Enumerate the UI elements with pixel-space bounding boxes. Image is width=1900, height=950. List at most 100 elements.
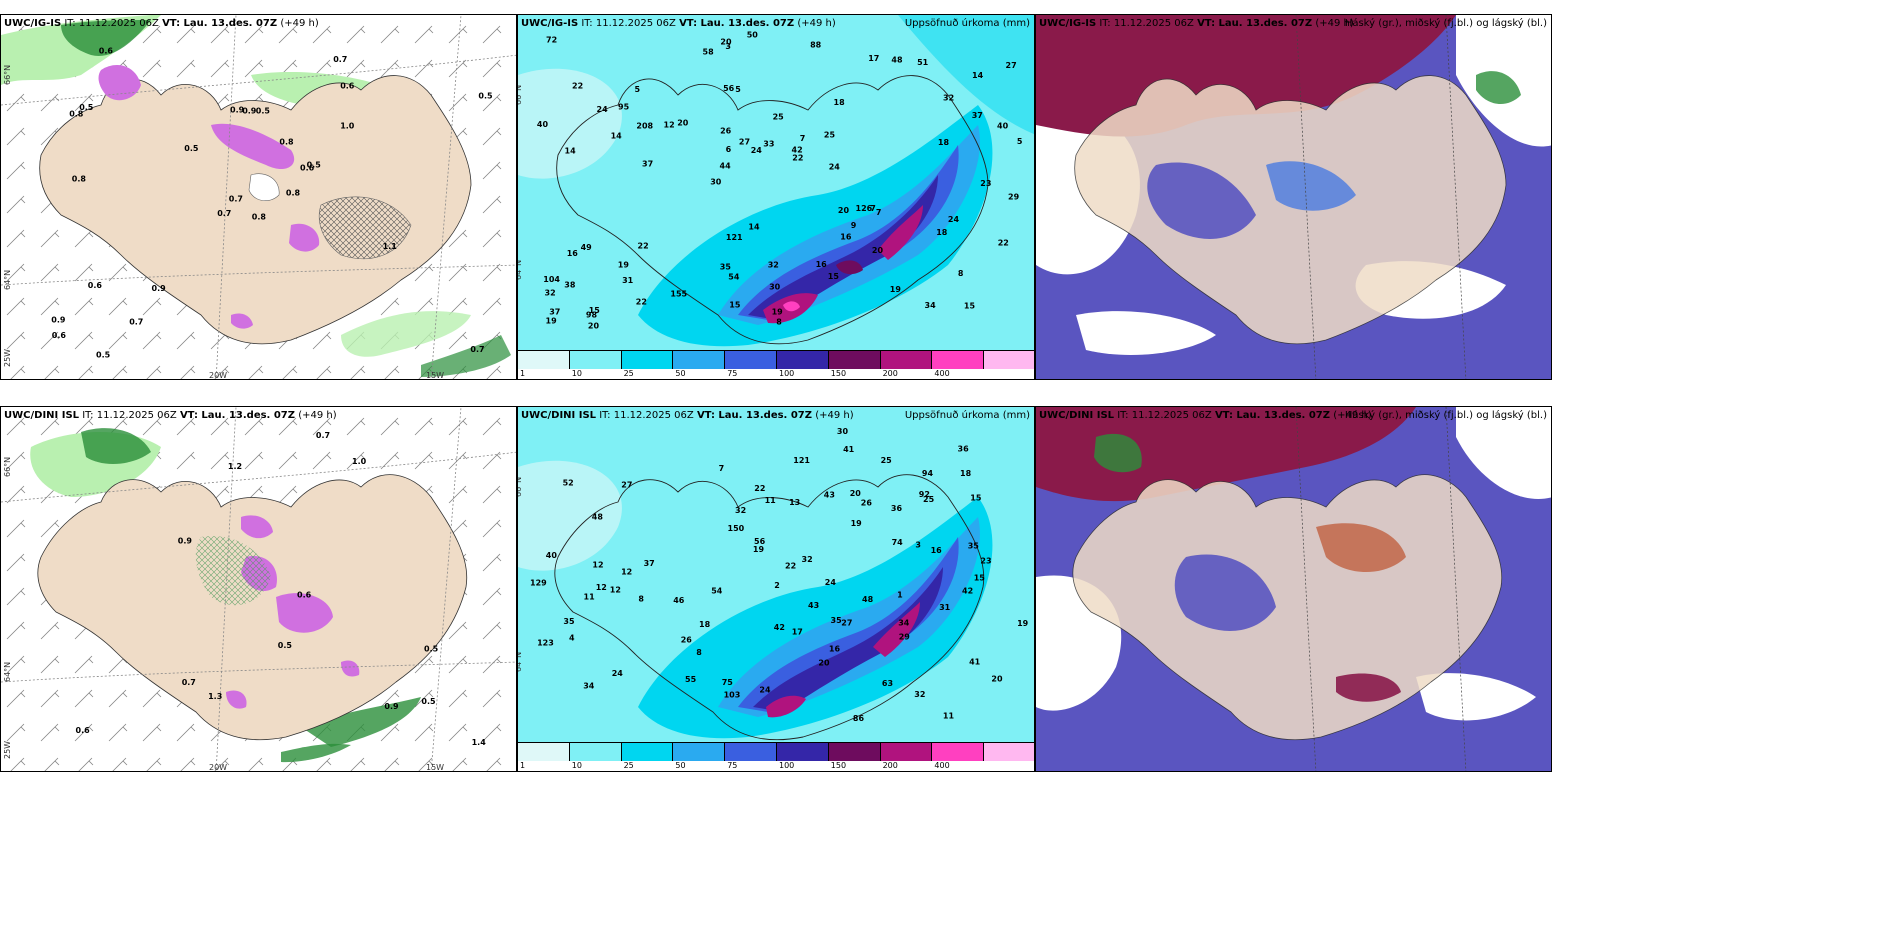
precip-value-label: 16 <box>567 249 579 258</box>
map-panel-dini-clouds[interactable]: UWC/DINI ISL IT: 11.12.2025 06Z VT: Lau.… <box>1035 406 1552 772</box>
map-panel-dini-wind[interactable]: UWC/DINI ISL IT: 11.12.2025 06Z VT: Lau.… <box>0 406 517 772</box>
precip-value-label: 20 <box>720 38 732 47</box>
map-panel-igis-precip[interactable]: UWC/IG-IS IT: 11.12.2025 06Z VT: Lau. 13… <box>517 14 1035 380</box>
precip-value-label: 22 <box>785 562 796 571</box>
precip-value-label: 123 <box>537 639 554 648</box>
precip-value-label: 3 <box>915 541 921 550</box>
precip-value-label: 29 <box>899 632 911 641</box>
colorbar-swatch <box>518 351 570 369</box>
precip-value-label: 1.1 <box>383 242 398 251</box>
precip-value-label: 2 <box>774 581 780 590</box>
colorbar-tick-label: 1 <box>520 761 526 770</box>
colorbar-swatch <box>880 743 933 761</box>
precip-value-label: 41 <box>843 445 855 454</box>
precip-value-label: 11 <box>584 593 596 602</box>
precip-value-label: 30 <box>710 178 722 187</box>
precip-value-label: 51 <box>917 58 929 67</box>
precip-value-label: 15 <box>589 306 601 315</box>
precip-value-label: 24 <box>825 578 837 587</box>
colorbar-swatch <box>725 351 777 369</box>
colorbar-tick-label: 25 <box>623 369 634 378</box>
map-panel-igis-clouds[interactable]: UWC/IG-IS IT: 11.12.2025 06Z VT: Lau. 13… <box>1035 14 1552 380</box>
colorbar-tick-label: 150 <box>830 761 847 770</box>
precip-value-label: 121 <box>726 233 743 242</box>
precip-value-label: 43 <box>824 490 835 499</box>
precip-value-label: 92 <box>919 490 930 499</box>
map-panel-igis-wind[interactable]: UWC/IG-IS IT: 11.12.2025 06Z VT: Lau. 13… <box>0 14 517 380</box>
precip-value-label: 32 <box>914 690 925 699</box>
precip-value-label: 17 <box>868 54 879 63</box>
precip-value-label: 0.6 <box>88 281 103 290</box>
precip-value-label: 44 <box>720 162 732 171</box>
precip-value-label: 11 <box>943 712 955 721</box>
precip-value-label: 15 <box>970 494 982 503</box>
colorbar-tick-label: 200 <box>882 369 898 378</box>
precip-value-label: 5 <box>635 85 641 94</box>
precip-value-label: 0.7 <box>217 209 231 218</box>
precip-value-label: 98 <box>586 311 598 320</box>
precip-value-label: 17 <box>792 628 803 637</box>
lat-label-64: 64°N <box>517 259 523 280</box>
precip-value-label: 19 <box>1017 619 1029 628</box>
precip-value-label: 16 <box>840 233 852 242</box>
precip-value-label: 41 <box>969 658 981 667</box>
precip-value-label: 74 <box>892 538 904 547</box>
precip-value-label: 0.8 <box>279 137 294 146</box>
precip-value-label: 13 <box>789 498 800 507</box>
precip-value-label: 20 <box>872 246 884 255</box>
precip-value-label: 15 <box>828 272 840 281</box>
precip-value-label: 42 <box>962 587 973 596</box>
colorbar-tick-label: 200 <box>882 761 898 770</box>
precip-value-label: 103 <box>724 691 741 700</box>
precip-value-label: 88 <box>810 41 822 50</box>
lat-label-66: 66°N <box>3 64 12 85</box>
precip-value-label: 26 <box>681 636 693 645</box>
precip-value-label: 35 <box>968 541 980 550</box>
precip-value-label: 3 <box>725 42 731 51</box>
precip-value-label: 36 <box>958 444 970 453</box>
precip-value-label: 33 <box>763 140 774 149</box>
precip-value-label: 27 <box>1006 61 1017 70</box>
panel-title: UWC/IG-IS IT: 11.12.2025 06Z VT: Lau. 13… <box>4 18 319 29</box>
precip-value-label: 72 <box>546 35 557 44</box>
precip-value-label: 129 <box>530 578 547 587</box>
precip-value-label: 22 <box>792 154 803 163</box>
precip-value-label: 23 <box>980 179 991 188</box>
precip-value-label: 18 <box>938 138 950 147</box>
precip-value-label: 0.6 <box>76 726 91 735</box>
colorbar-swatch <box>777 743 829 761</box>
colorbar-tick-label: 75 <box>727 761 738 770</box>
precip-value-label: 19 <box>618 260 630 269</box>
precip-value-label: 40 <box>537 120 549 129</box>
precip-value-label: 18 <box>834 98 846 107</box>
precip-value-label: 4 <box>569 634 575 643</box>
map-panel-dini-precip[interactable]: UWC/DINI ISL IT: 11.12.2025 06Z VT: Lau.… <box>517 406 1035 772</box>
precip-value-label: 55 <box>685 675 697 684</box>
colorbar-tick-label: 75 <box>727 369 738 378</box>
precip-value-label: 19 <box>851 519 863 528</box>
precip-value-label: 0.5 <box>424 644 439 653</box>
panel-subtitle: Háský (gr.), miðský (fj.bl.) og lágský (… <box>1344 410 1547 421</box>
panel-subtitle: Uppsöfnuð úrkoma (mm) <box>904 410 1030 421</box>
precip-value-label: 0.7 <box>316 431 330 440</box>
precip-value-label: 20 <box>991 674 1003 683</box>
precip-value-label: 0.6 <box>52 331 67 340</box>
precip-value-label: 35 <box>720 263 732 272</box>
precip-colorbar: 1 10 25 50 75 100 150 200 400 <box>518 350 1034 379</box>
precip-value-label: 26 <box>861 498 873 507</box>
precip-value-label: 22 <box>754 484 765 493</box>
precip-value-label: 9 <box>851 221 857 230</box>
precip-value-label: 24 <box>751 146 763 155</box>
precip-value-label: 37 <box>644 559 655 568</box>
colorbar-tick-label: 400 <box>934 369 950 378</box>
precip-value-label: 0.6 <box>99 46 114 55</box>
panel-subtitle: Uppsöfnuð úrkoma (mm) <box>904 18 1030 29</box>
precip-value-label: 0.7 <box>129 317 143 326</box>
precip-value-label: 0.7 <box>470 345 484 354</box>
precip-value-label: 32 <box>943 93 954 102</box>
precip-value-label: 40 <box>546 551 558 560</box>
precip-value-label: 19 <box>546 316 558 325</box>
lat-label-66: 66°N <box>517 476 523 497</box>
precip-value-label: 36 <box>891 504 903 513</box>
panel-subtitle: Háský (gr.), miðský (fj.bl.) og lágský (… <box>1344 18 1547 29</box>
